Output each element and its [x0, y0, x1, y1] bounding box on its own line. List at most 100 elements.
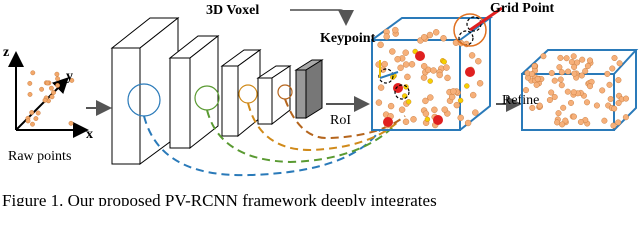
point-dot [404, 73, 411, 81]
point-dot [422, 97, 429, 105]
point-dot [433, 29, 440, 36]
point-dot [431, 106, 438, 114]
point-dot [559, 121, 566, 128]
point-dot [475, 58, 482, 65]
arrow [290, 9, 354, 26]
voxel-slabs [110, 16, 324, 165]
point-dot [622, 114, 629, 121]
point-dot [402, 49, 409, 56]
point-dot [426, 31, 434, 39]
point-dot [424, 116, 431, 123]
point-dot [449, 93, 456, 101]
point-dot [420, 74, 428, 81]
point-dot [405, 99, 412, 105]
point-dot [546, 96, 553, 103]
point-dot [392, 26, 399, 34]
point-dot [441, 59, 447, 65]
point-dot [615, 119, 622, 126]
point-dot [568, 99, 575, 106]
point-dot [421, 62, 428, 70]
point-dot [551, 93, 558, 100]
point-dot [410, 116, 417, 123]
point-dot [381, 60, 388, 68]
point-dot [554, 119, 561, 126]
point-dot [571, 70, 578, 77]
point-dot [615, 77, 622, 84]
point-dot [616, 60, 623, 67]
point-dot [476, 80, 484, 87]
point-dot [531, 63, 538, 70]
point-dot [578, 72, 585, 79]
axis-x-label: x [86, 127, 93, 142]
point-dot [609, 65, 616, 72]
point-dot [556, 64, 563, 71]
grid-arrow [469, 6, 503, 32]
point-dot [564, 88, 571, 95]
grid-zoom [453, 13, 487, 47]
point-dot [383, 33, 390, 40]
point-dot [555, 110, 562, 117]
point-dot [444, 74, 451, 82]
point-dot [560, 104, 567, 111]
point-dot [54, 71, 60, 77]
point-dot [464, 83, 470, 89]
roi-point-dots [375, 26, 484, 129]
point-dot [453, 101, 460, 109]
point-dot [25, 118, 31, 124]
point-dot [35, 110, 41, 116]
point-dot [443, 64, 450, 71]
point-dot [611, 105, 618, 112]
point-dot [49, 94, 55, 100]
point-dot [571, 63, 578, 70]
point-dot [68, 120, 74, 126]
point-dot [604, 70, 611, 77]
point-dot [562, 117, 569, 124]
point-dot [565, 68, 572, 75]
caption: Figure 1. Our proposed PV-RCNN framework… [2, 191, 437, 206]
point-dot [457, 97, 464, 104]
point-dot [49, 85, 54, 91]
point-dot [472, 109, 479, 116]
point-dot [398, 106, 406, 113]
point-dot [375, 99, 383, 106]
point-dot [558, 82, 565, 89]
point-dot [69, 78, 75, 83]
point-dot [55, 83, 60, 88]
point-dot [39, 86, 44, 92]
point-dot [551, 77, 558, 84]
point-dot [408, 61, 416, 68]
point-dot [389, 48, 396, 55]
point-dot [45, 80, 50, 86]
point-dot [528, 70, 535, 77]
point-dot [548, 89, 555, 96]
raw-point-dots [25, 70, 75, 127]
point-dot [377, 84, 385, 91]
point-dot [464, 119, 472, 127]
point-dot [523, 87, 530, 94]
point-dot [587, 83, 594, 90]
keypoint-label: Keypoint [320, 31, 376, 46]
point-dot [55, 76, 60, 82]
point-dot [377, 41, 384, 48]
point-dot [610, 122, 617, 129]
axis-z-label: z [3, 45, 9, 60]
refined-point-dots [523, 53, 630, 129]
point-dot [557, 54, 564, 61]
figure: z y x Raw points 3D Voxel RoI [2, 1, 639, 206]
point-dot [436, 71, 443, 79]
point-dot [421, 34, 428, 41]
raw-points-panel [8, 51, 89, 138]
point-dot [601, 117, 608, 124]
point-dot [51, 90, 56, 96]
point-dot [540, 53, 547, 60]
point-dot [33, 116, 39, 122]
point-dot [536, 102, 543, 109]
roi-label: RoI [330, 113, 351, 128]
point-dot [457, 114, 464, 122]
point-dot [558, 69, 565, 76]
point-dot [570, 113, 577, 120]
axis-marker [379, 71, 399, 79]
point-dot [440, 35, 447, 42]
point-dot [570, 89, 577, 96]
point-dot [570, 53, 577, 60]
